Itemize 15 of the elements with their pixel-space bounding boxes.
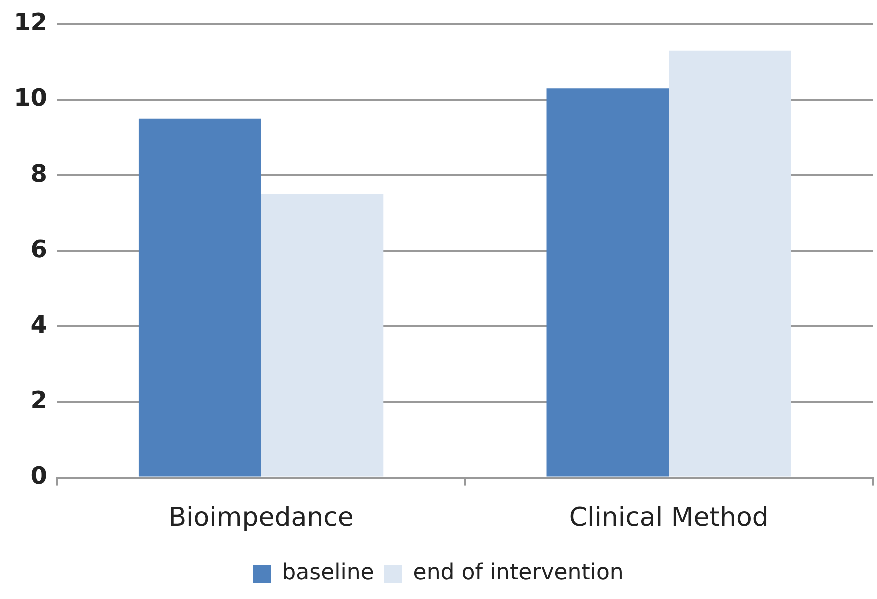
legend-label: baseline [282, 560, 374, 586]
y-tick-label: 12 [14, 8, 48, 37]
bar [669, 50, 792, 477]
legend-label: end of intervention [413, 560, 624, 586]
y-tick-label: 6 [30, 235, 48, 264]
y-tick-label: 0 [30, 462, 48, 490]
x-tick-label: Bioimpedance [168, 503, 354, 534]
x-tick-label: Clinical Method [569, 503, 769, 534]
y-tick-label: 4 [30, 310, 48, 339]
y-tick-label: 10 [14, 84, 48, 112]
bar [261, 194, 384, 477]
y-tick-label: 2 [30, 386, 48, 414]
y-tick-label: 8 [30, 160, 48, 188]
bar [138, 118, 262, 477]
bar [546, 88, 670, 477]
